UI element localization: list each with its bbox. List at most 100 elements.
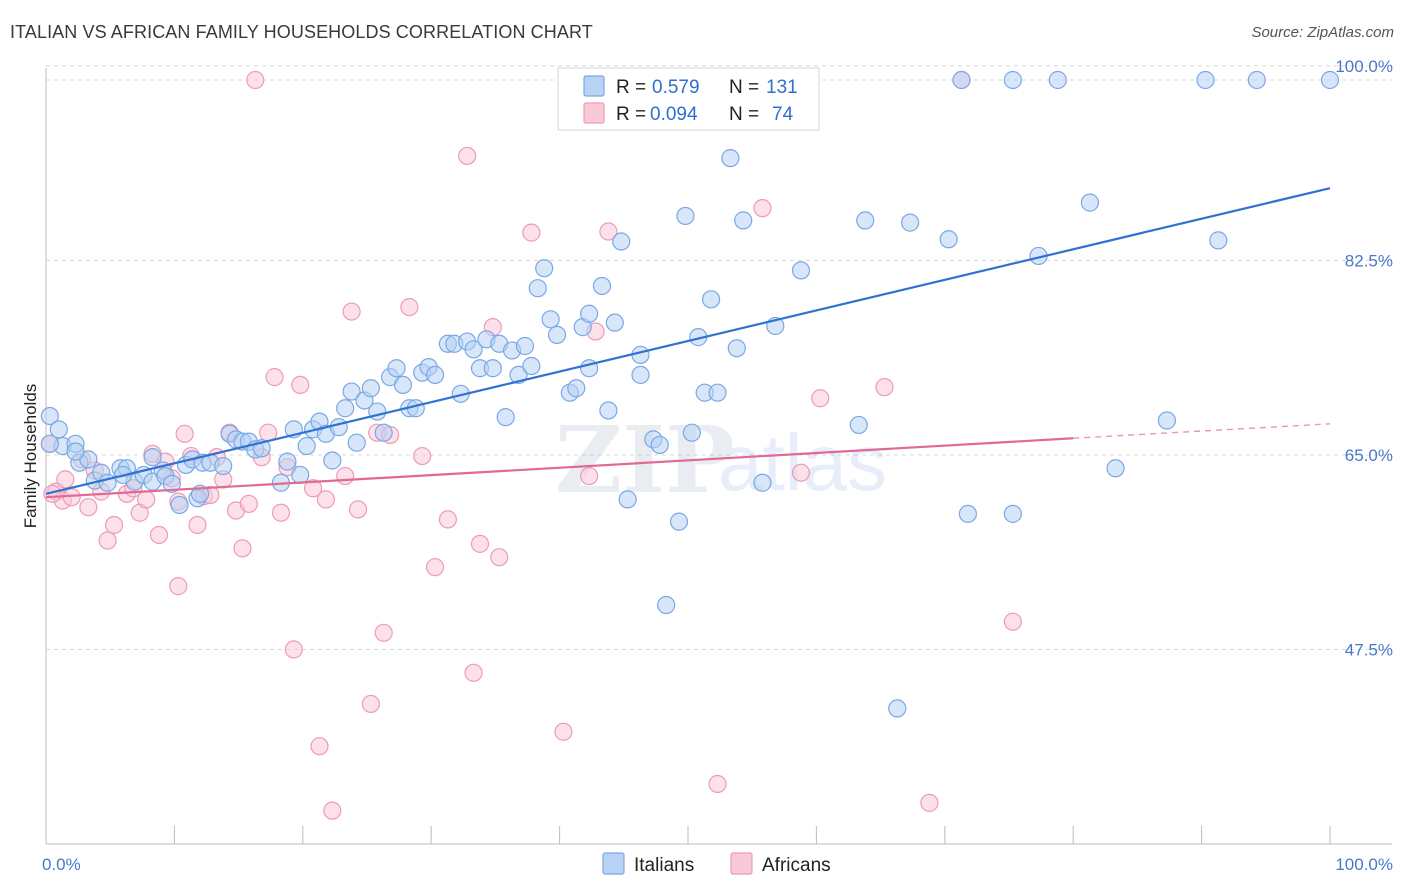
african-point [149, 525, 169, 545]
african-point [348, 500, 368, 519]
italian-point [682, 423, 701, 442]
series-legend-africans-label: Africans [762, 855, 831, 876]
african-point [753, 199, 772, 218]
italian-point [721, 149, 740, 168]
italian-point [374, 423, 393, 442]
italian-point [631, 365, 650, 385]
african-point [104, 515, 124, 535]
italian-point [669, 512, 689, 531]
trend-lines [45, 187, 1331, 499]
legend-african-n-value: 74 [772, 104, 794, 125]
italian-point [297, 436, 316, 456]
italian-point [291, 465, 310, 485]
african-point [175, 424, 194, 443]
italian-point [1106, 459, 1125, 478]
series-legend-italians-label: Italians [634, 855, 694, 876]
y-tick-label-0: 47.5% [1345, 640, 1393, 659]
african-point [438, 510, 457, 529]
italian-point [1196, 70, 1215, 90]
series-legend-africans-swatch [730, 852, 753, 875]
african-trend-extension [1073, 423, 1331, 439]
legend-african-r-label: R = [616, 104, 646, 125]
italian-point [592, 276, 612, 296]
legend-italian-n-value: 131 [766, 77, 798, 98]
african-point [400, 297, 419, 317]
y-axis-title: Family Households [21, 384, 40, 529]
african-point [580, 466, 599, 486]
italian-point [509, 365, 528, 385]
african-point [464, 663, 483, 682]
italian-trend-line [45, 187, 1331, 495]
legend-italian-r-value: 0.579 [652, 77, 700, 98]
italian-point [1048, 70, 1067, 90]
italian-point [336, 399, 355, 418]
italian-point [676, 206, 695, 226]
italian-point [939, 230, 958, 249]
african-point [599, 222, 618, 241]
italian-point [657, 595, 676, 615]
italian-point [849, 415, 868, 435]
italian-point [387, 359, 406, 378]
italian-point [1080, 193, 1099, 212]
african-point [342, 302, 361, 321]
italian-point [753, 473, 772, 492]
italian-point [329, 418, 348, 437]
african-point [56, 470, 75, 489]
italian-point [541, 310, 560, 329]
italian-point [888, 699, 907, 718]
series-legend-italians-swatch [602, 852, 625, 875]
african-point [246, 70, 265, 90]
italian-points [40, 70, 1340, 718]
african-point [188, 515, 207, 535]
african-point [137, 490, 156, 509]
african-point [413, 446, 432, 466]
italian-point [515, 336, 535, 356]
y-tick-label-2: 82.5% [1345, 251, 1393, 270]
legend-italian-r-label: R = [616, 77, 646, 98]
african-point [310, 737, 329, 756]
italian-point [1003, 504, 1022, 523]
italian-point [66, 442, 85, 461]
italian-point [901, 213, 920, 232]
italian-point [727, 339, 746, 358]
african-point [811, 389, 830, 408]
italian-point [143, 448, 162, 467]
italian-point [650, 435, 669, 455]
gridlines [46, 65, 1392, 650]
african-point [169, 577, 188, 596]
italian-point [40, 434, 59, 453]
y-tick-label-1: 65.0% [1345, 446, 1393, 465]
italian-point [1003, 70, 1022, 90]
italian-point [618, 490, 637, 509]
italian-point [1209, 231, 1228, 250]
italian-point [361, 379, 380, 398]
legend-african-n-label: N = [729, 104, 759, 125]
african-point [271, 503, 291, 522]
italian-point [631, 345, 650, 364]
african-point [291, 375, 310, 395]
italian-point [170, 495, 189, 515]
african-point [361, 694, 380, 714]
italian-point [791, 261, 811, 280]
african-point [303, 479, 323, 498]
legend-italian-n-label: N = [729, 77, 759, 98]
italian-point [599, 401, 618, 420]
african-point [284, 640, 303, 659]
italian-point [708, 383, 727, 402]
african-point [875, 378, 894, 397]
italian-point [1157, 411, 1177, 430]
legend-italian-swatch [583, 75, 605, 97]
italian-point [535, 259, 554, 278]
italian-point [528, 279, 547, 298]
african-point [920, 793, 939, 812]
legend-box: R = 0.579 N = 131 R = 0.094 N = 74 [557, 67, 820, 131]
african-point [98, 531, 117, 550]
italian-point [393, 375, 413, 395]
italian-point [1320, 70, 1340, 90]
chart-source: Source: ZipAtlas.com [1251, 24, 1394, 41]
italian-point [278, 452, 297, 471]
african-point [1003, 612, 1022, 631]
italian-point [605, 313, 624, 332]
italian-point [347, 433, 366, 452]
